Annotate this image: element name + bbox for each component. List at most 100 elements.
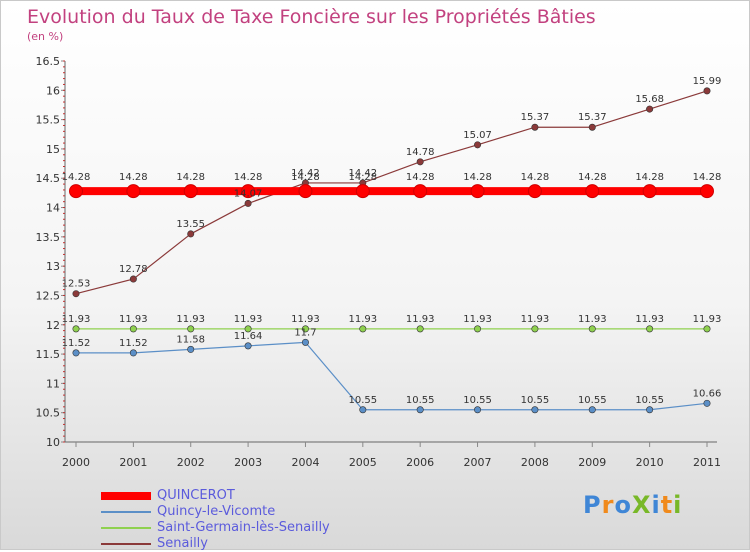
data-point (129, 325, 137, 333)
y-tick-label: 12 (46, 319, 60, 332)
data-point (129, 349, 137, 357)
data-point (474, 325, 482, 333)
series-quincy-le-vicomte (72, 338, 711, 414)
data-point (187, 345, 195, 353)
data-point (72, 349, 80, 357)
y-tick-label: 16 (46, 84, 60, 97)
data-label: 14.28 (463, 172, 492, 183)
data-label: 14.28 (578, 172, 607, 183)
x-tick-label: 2006 (406, 456, 434, 469)
data-label: 11.52 (62, 338, 91, 349)
data-point (646, 325, 654, 333)
data-label: 10.55 (578, 395, 607, 406)
x-tick-label: 2004 (291, 456, 319, 469)
data-label: 15.07 (463, 130, 492, 141)
data-labels: 14.28 14.28 14.28 14.28 14.28 14.28 14.28 14.28… (62, 76, 722, 406)
x-tick-label: 2000 (62, 456, 90, 469)
logo-letter: X (631, 491, 652, 519)
y-axis-labels: 10 10.5 11 11.5 12 12.5 13 13.5 14 14.5 15 15.5 16 16… (36, 55, 61, 449)
x-tick-label: 2007 (464, 456, 492, 469)
logo-letter: P (583, 491, 602, 519)
y-tick-label: 16.5 (36, 55, 61, 68)
data-point (241, 184, 256, 199)
data-label: 14.42 (291, 168, 320, 179)
data-point (355, 184, 370, 199)
data-label: 11.93 (348, 314, 377, 325)
data-label: 15.37 (521, 112, 550, 123)
data-point (585, 184, 600, 199)
data-point (588, 406, 596, 414)
data-label: 14.28 (291, 172, 320, 183)
series-quincerot (69, 184, 714, 199)
logo-letter: i (651, 491, 661, 519)
data-label: 11.93 (521, 314, 550, 325)
legend-label: Quincy-le-Vicomte (157, 504, 276, 519)
data-label: 11.64 (234, 331, 263, 342)
legend-label: Senailly (157, 536, 208, 551)
data-label: 11.93 (406, 314, 435, 325)
data-label: 11.93 (635, 314, 664, 325)
legend-swatch (101, 511, 151, 513)
data-label: 14.28 (119, 172, 148, 183)
data-label: 11.93 (291, 314, 320, 325)
data-point (301, 325, 309, 333)
data-label: 11.52 (119, 338, 148, 349)
data-label: 11.93 (62, 314, 91, 325)
data-label: 14.78 (406, 147, 435, 158)
data-point (703, 87, 711, 95)
data-label: 12.53 (62, 279, 91, 290)
logo-letter: t (660, 491, 674, 519)
y-tick-label: 14 (46, 202, 60, 215)
data-point (703, 399, 711, 407)
data-label: 14.28 (348, 172, 377, 183)
data-label: 11.93 (234, 314, 263, 325)
data-label: 11.93 (578, 314, 607, 325)
data-point (301, 338, 309, 346)
data-label: 10.55 (406, 395, 435, 406)
x-tick-label: 2008 (521, 456, 549, 469)
x-tick-label: 2011 (693, 456, 721, 469)
data-label: 14.28 (176, 172, 205, 183)
data-point (588, 123, 596, 131)
data-point (470, 184, 485, 199)
logo-letter: o (614, 491, 632, 519)
axes (61, 60, 717, 447)
data-point (413, 184, 428, 199)
y-tick-label: 15 (46, 143, 60, 156)
data-label: 13.55 (176, 219, 205, 230)
data-label: 10.55 (348, 395, 377, 406)
data-point (416, 406, 424, 414)
legend-swatch (101, 527, 151, 529)
data-point (244, 325, 252, 333)
logo-letter: r (601, 491, 615, 519)
data-point (703, 325, 711, 333)
logo-letter: i (673, 491, 683, 519)
data-point (642, 184, 657, 199)
data-label: 10.55 (463, 395, 492, 406)
legend-swatch (101, 543, 151, 545)
series-layer (69, 87, 714, 414)
series-senailly (72, 87, 711, 298)
data-label: 11.93 (176, 314, 205, 325)
data-point (187, 325, 195, 333)
data-label: 14.28 (406, 172, 435, 183)
y-tick-label: 11.5 (36, 348, 61, 361)
y-tick-label: 12.5 (36, 289, 61, 302)
data-point (359, 406, 367, 414)
data-point (126, 184, 141, 199)
x-tick-label: 2009 (578, 456, 606, 469)
y-tick-label: 13.5 (36, 231, 61, 244)
data-point (244, 342, 252, 350)
data-label: 11.58 (176, 334, 205, 345)
series-saint-germain-l-s-senailly (72, 325, 711, 333)
data-point (359, 325, 367, 333)
data-label: 10.66 (693, 388, 722, 399)
x-tick-label: 2005 (349, 456, 377, 469)
unit-label: (en %) (27, 30, 64, 43)
data-point (183, 184, 198, 199)
data-point (646, 406, 654, 414)
data-point (474, 406, 482, 414)
data-label: 11.93 (463, 314, 492, 325)
data-point (588, 325, 596, 333)
